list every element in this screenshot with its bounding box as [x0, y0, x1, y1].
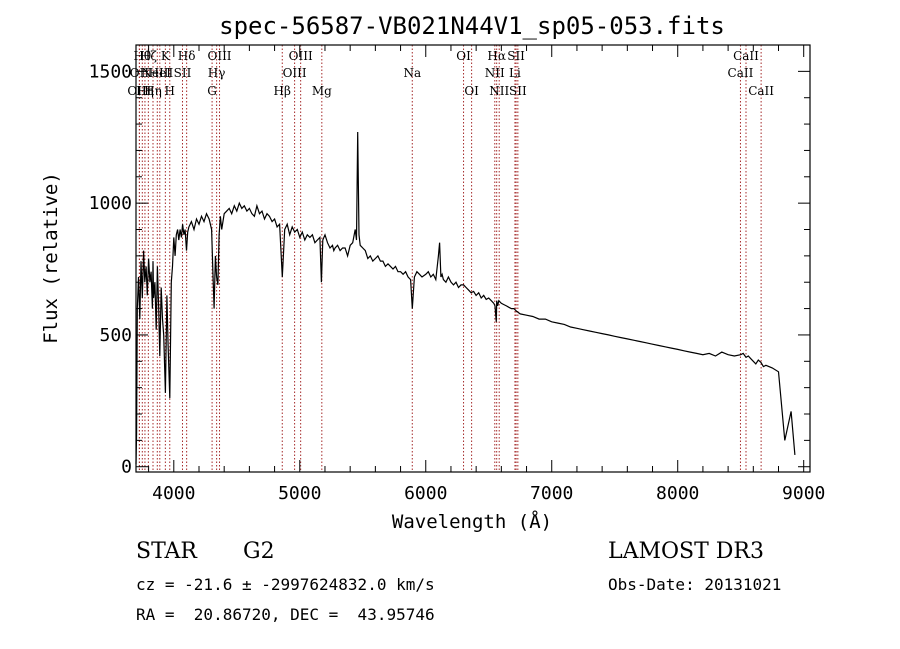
x-tick-label: 9000 [782, 483, 825, 504]
x-tick-label: 5000 [278, 483, 321, 504]
x-tick-label: 8000 [656, 483, 699, 504]
line-label-21: OI [464, 84, 479, 98]
spectrum-series-line [135, 131, 796, 465]
line-label-22: NII [485, 66, 505, 80]
line-label-29: CaII [733, 49, 759, 63]
line-label-16: OIII [283, 66, 307, 80]
y-tick-label: 500 [99, 325, 132, 346]
spectrum-chart: spec-56587-VB021N44V1_sp05-053.fits OIIO… [40, 12, 825, 533]
line-label-0: OII [130, 66, 150, 80]
chart-title: spec-56587-VB021N44V1_sp05-053.fits [219, 12, 725, 40]
x-tick-label: 4000 [152, 483, 195, 504]
plot-frame [135, 44, 811, 473]
line-label-6: NeIII [141, 66, 173, 80]
x-axis-label: Wavelength (Å) [392, 510, 552, 533]
line-label-8: K [161, 49, 171, 63]
line-label-26: SII [507, 49, 525, 63]
line-label-25: Li [509, 66, 521, 80]
line-label-1: OIII [127, 84, 151, 98]
object-class: STAR [136, 539, 197, 564]
x-tick-label: 7000 [530, 483, 573, 504]
line-label-3: Hη [136, 84, 154, 98]
axis-ticks: 4000 5000 6000 7000 8000 9000 0 500 1000 1500 [89, 45, 825, 504]
line-label-17: OIII [289, 49, 313, 63]
y-tick-label: 0 [121, 457, 132, 478]
line-label-27: SII [509, 84, 527, 98]
line-markers [138, 45, 762, 472]
line-label-30: CaII [748, 84, 774, 98]
line-label-23: Hα [487, 49, 506, 63]
line-label-18: Mg [312, 84, 332, 98]
line-label-5: Hη [144, 84, 162, 98]
y-tick-label: 1500 [89, 61, 132, 82]
line-label-4: Hζ [140, 49, 157, 63]
line-label-2: Hθ [133, 49, 151, 63]
line-label-7: HeI [149, 66, 172, 80]
line-label-15: Hβ [274, 84, 291, 98]
line-label-28: CaII [728, 66, 754, 80]
line-label-11: Hδ [178, 49, 196, 63]
obs-date: Obs-Date: 20131021 [608, 575, 782, 594]
line-label-20: OI [456, 49, 471, 63]
line-label-12: G [207, 84, 217, 98]
y-axis-label: Flux (relative) [40, 172, 62, 344]
line-label-13: Hγ [208, 66, 226, 80]
line-label-19: Na [403, 66, 421, 80]
object-subclass: G2 [243, 539, 275, 564]
x-tick-label: 6000 [404, 483, 447, 504]
y-tick-label: 1000 [89, 193, 132, 214]
survey-name: LAMOST DR3 [608, 539, 764, 564]
line-label-24: NII [489, 84, 509, 98]
redshift-text: cz = -21.6 ± -2997624832.0 km/s [136, 575, 435, 594]
coordinates: RA = 20.86720, DEC = 43.95746 [136, 605, 435, 624]
line-label-9: H [165, 84, 175, 98]
line-label-14: OIII [207, 49, 231, 63]
line-label-10: SII [174, 66, 192, 80]
